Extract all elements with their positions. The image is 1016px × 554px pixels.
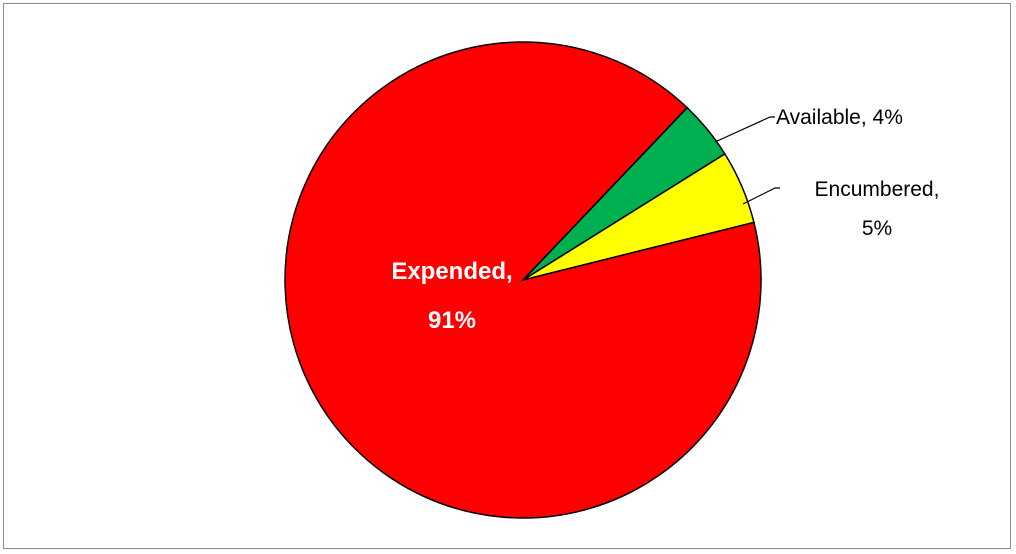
data-label-expended-value: 91%: [428, 307, 476, 334]
data-label-expended-name: Expended,: [391, 258, 512, 285]
pie-slices: [284, 41, 762, 519]
leader-line-available: [714, 116, 775, 143]
leader-lines: [714, 116, 780, 205]
leader-line-encumbered: [742, 187, 780, 205]
data-label-encumbered-value: 5%: [862, 217, 892, 240]
pie-slice-expended: [284, 41, 762, 519]
data-label-available: Available, 4%: [776, 106, 903, 129]
data-label-encumbered-name: Encumbered,: [815, 178, 940, 201]
